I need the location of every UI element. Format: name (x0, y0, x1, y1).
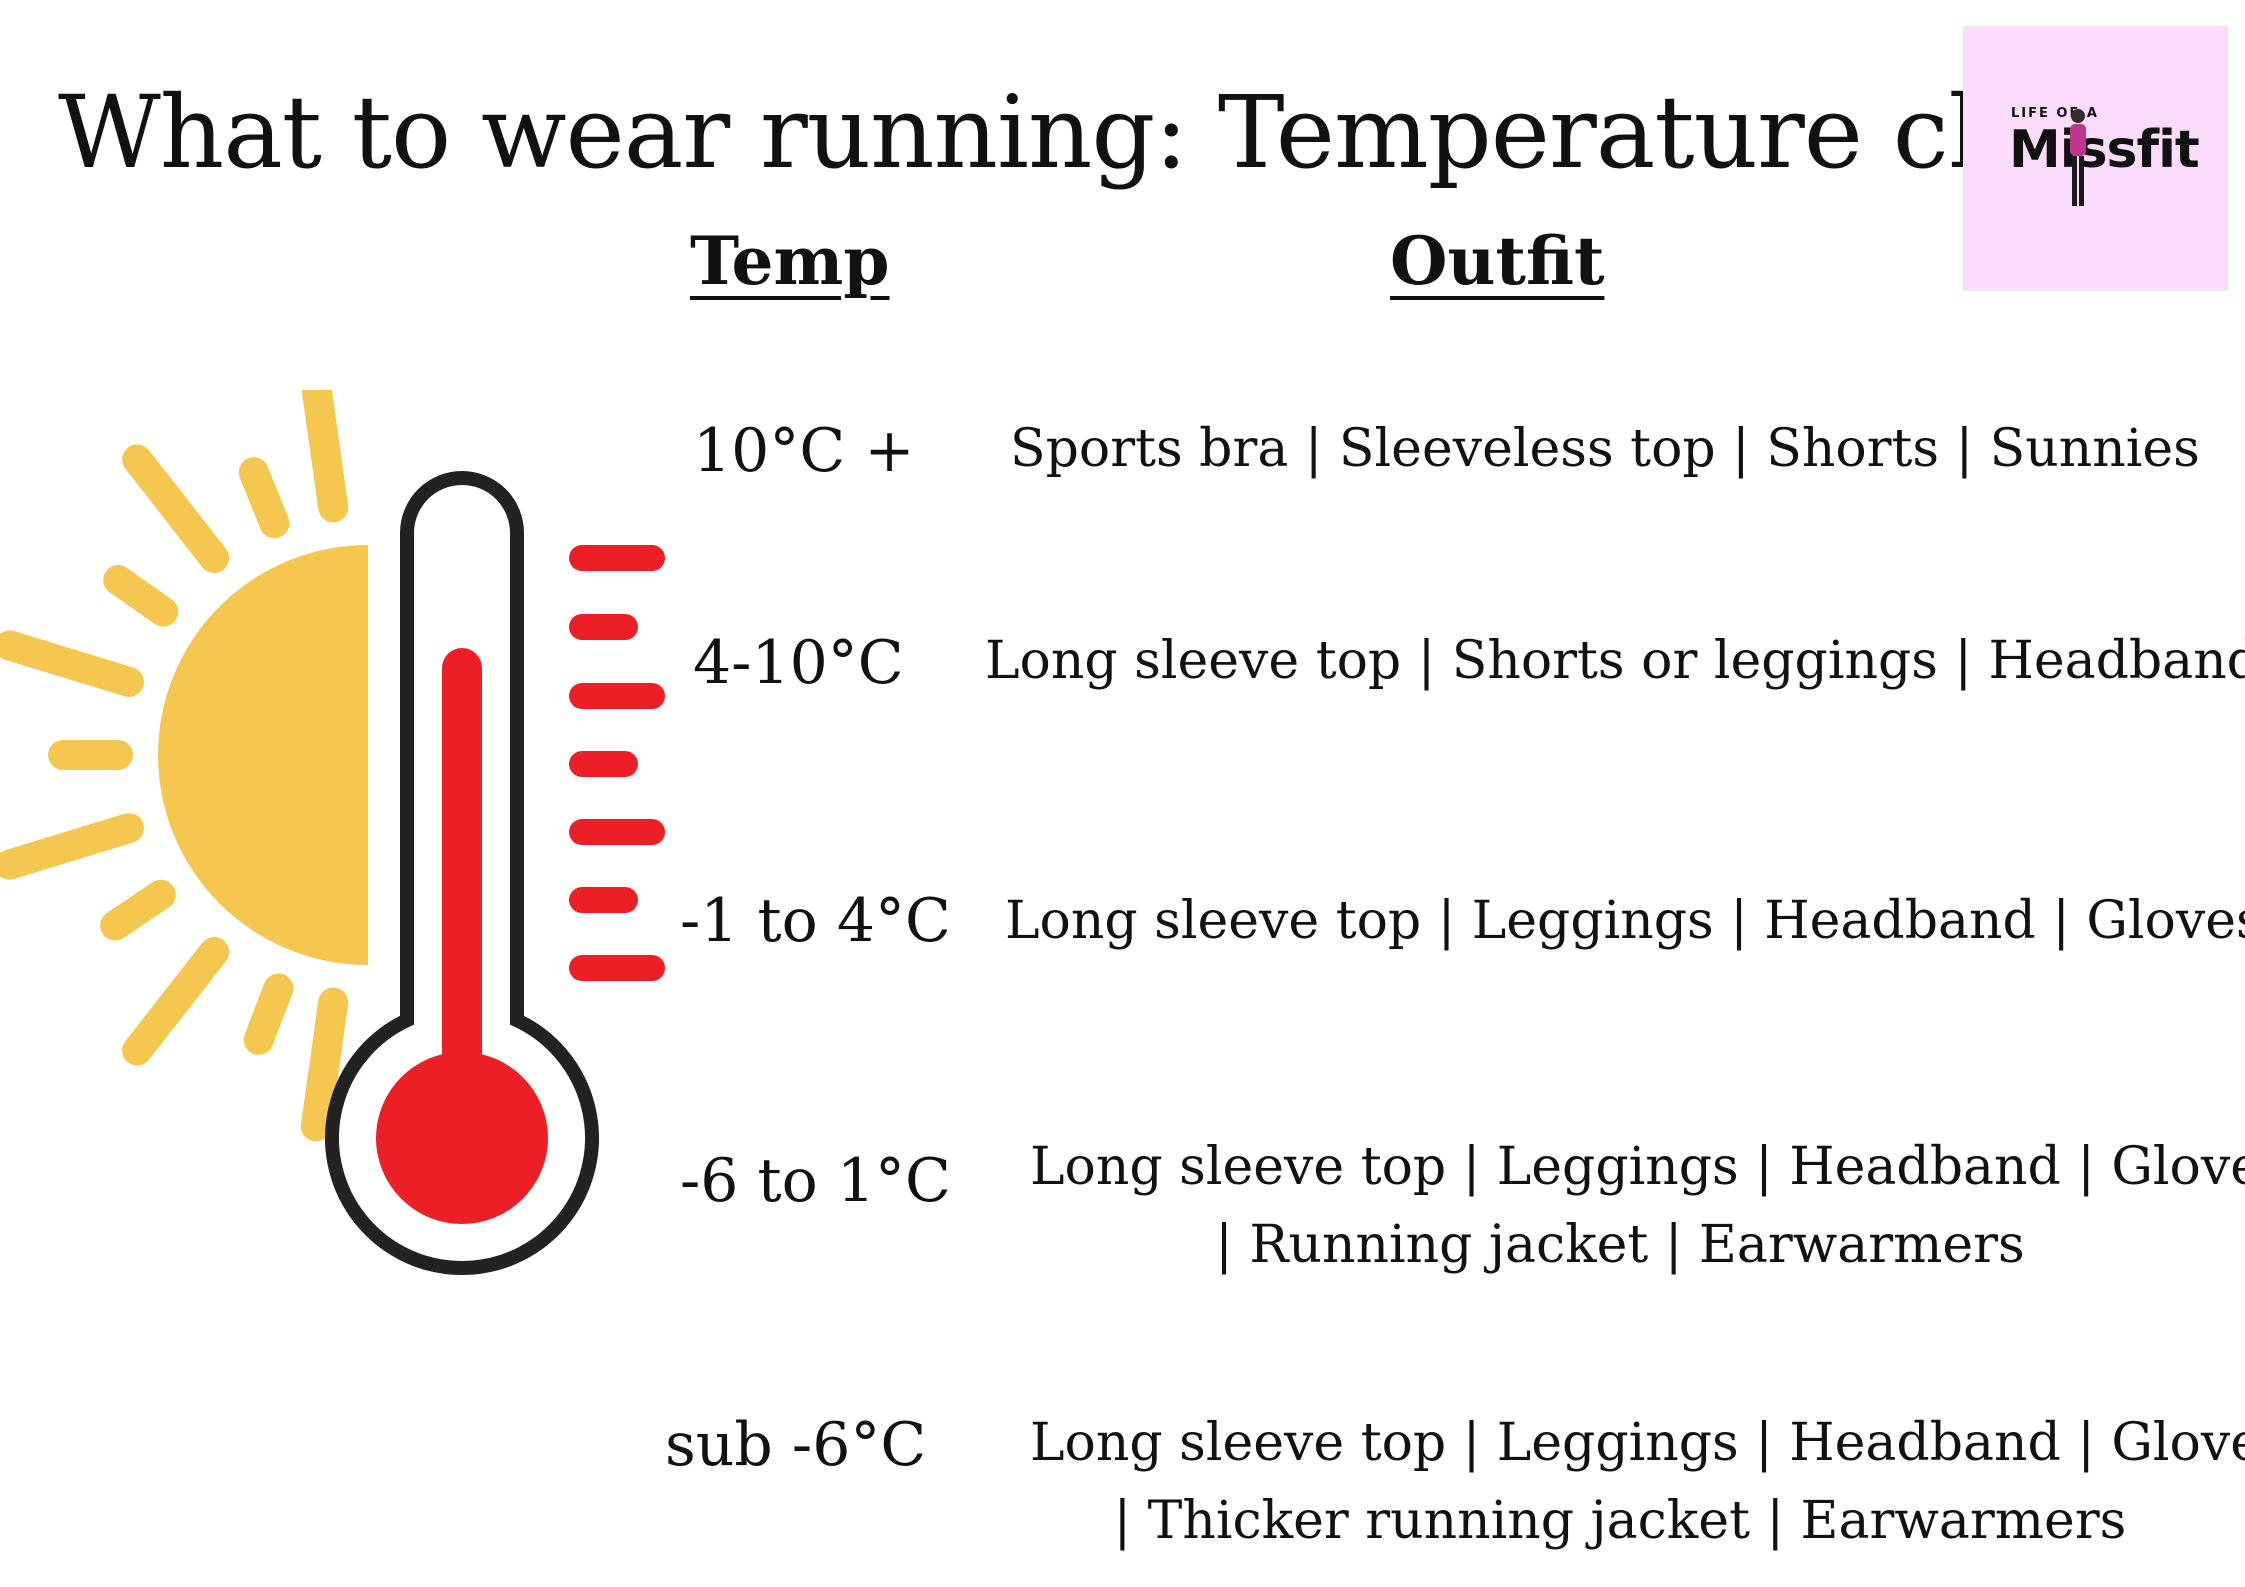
temp-label: sub -6°C (665, 1410, 927, 1480)
outfit-line: Long sleeve top | Leggings | Headband | … (1030, 1413, 2245, 1473)
temp-label: -1 to 4°C (680, 886, 951, 956)
outfit-line: Long sleeve top | Leggings | Headband | … (1030, 1137, 2245, 1197)
sun-ray (122, 444, 230, 573)
temp-column-header: Temp (690, 222, 890, 300)
weather-illustration (0, 390, 665, 1275)
temp-label: 4-10°C (693, 628, 904, 698)
page-title: What to wear running: Temperature chart (58, 74, 2157, 191)
outfit-column-header: Outfit (1390, 222, 1605, 300)
outfit-text: Long sleeve top | Shorts or leggings | H… (985, 622, 2245, 700)
outfit-text: Long sleeve top | Leggings | Headband | … (1030, 1128, 2245, 1284)
outfit-line: Long sleeve top | Shorts or leggings | H… (985, 631, 2245, 691)
logo-main-text: Missfit (2009, 120, 2200, 180)
missfit-logo: LIFE OF A Missfit (1963, 26, 2228, 291)
thermometer-icon (325, 471, 665, 1275)
sun-ray (100, 879, 176, 941)
sun-ray (103, 565, 179, 627)
outfit-text: Long sleeve top | Leggings | Headband | … (1030, 1404, 2245, 1560)
outfit-text: Long sleeve top | Leggings | Headband | … (1005, 882, 2245, 960)
sun-ray (243, 973, 294, 1055)
sun-ray (301, 390, 349, 523)
outfit-line: Sports bra | Sleeveless top | Shorts | S… (1010, 419, 2200, 479)
sun-ray (0, 630, 144, 697)
outfit-line: Long sleeve top | Leggings | Headband | … (1005, 891, 2245, 951)
outfit-line: | Running jacket | Earwarmers (1215, 1215, 2025, 1275)
sun-ray (0, 813, 144, 880)
sun-icon (0, 390, 368, 1142)
sun-ray (238, 457, 290, 539)
temp-label: -6 to 1°C (680, 1146, 951, 1216)
outfit-line: | Thicker running jacket | Earwarmers (1113, 1491, 2127, 1551)
runner-figure-icon (2070, 109, 2086, 206)
sun-ray (300, 987, 349, 1142)
sun-ray (122, 937, 230, 1066)
temp-label: 10°C + (693, 416, 915, 486)
outfit-text: Sports bra | Sleeveless top | Shorts | S… (1010, 410, 2200, 488)
